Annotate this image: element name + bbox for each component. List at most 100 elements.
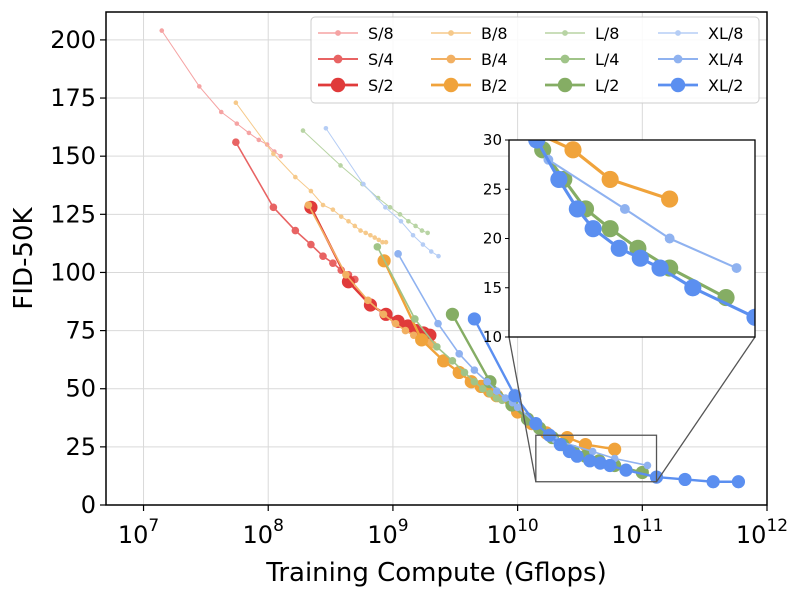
data-point: [394, 250, 402, 258]
data-point: [651, 259, 669, 277]
data-point: [406, 218, 411, 224]
legend-label: L/4: [595, 50, 619, 69]
zoom-connector: [655, 336, 756, 483]
data-point: [342, 270, 350, 279]
data-point: [233, 100, 239, 105]
data-point: [678, 472, 692, 487]
legend-label: B/4: [481, 50, 508, 69]
series-xl-8: [323, 125, 441, 259]
y-tick-label: 175: [50, 84, 96, 112]
data-point: [420, 242, 426, 247]
data-point: [492, 387, 501, 395]
legend-item: XL/4: [658, 50, 743, 69]
data-point: [338, 163, 343, 168]
data-point: [455, 350, 463, 358]
data-point: [588, 447, 597, 456]
legend-item: XL/2: [658, 76, 743, 95]
data-point: [470, 366, 479, 374]
data-point: [380, 239, 385, 245]
data-point: [372, 235, 378, 240]
data-point: [387, 205, 393, 210]
data-point: [564, 141, 582, 159]
legend-item: B/4: [431, 50, 508, 69]
data-point: [346, 218, 351, 224]
y-tick-label: 0: [81, 491, 96, 519]
legend: S/8 S/4 S/2 B/8 B/4 B/2 L/8 L/4 L/2 XL/8 XL/4 XL/2: [310, 16, 760, 104]
data-point: [661, 190, 679, 208]
legend-label: L/2: [595, 76, 619, 95]
data-point: [434, 319, 442, 328]
data-point: [401, 326, 410, 335]
data-point: [501, 394, 510, 402]
data-point: [358, 228, 363, 233]
legend-label: S/8: [368, 24, 394, 43]
data-point: [631, 249, 649, 267]
data-point: [278, 153, 284, 159]
data-point: [619, 204, 630, 214]
data-point: [361, 181, 366, 187]
data-point: [291, 226, 300, 235]
data-point: [529, 417, 543, 431]
data-point: [425, 230, 430, 236]
inset-y-tick-label: 15: [483, 279, 502, 297]
legend-marker: [330, 77, 346, 93]
legend-marker: [335, 30, 341, 36]
x-tick-label: 1012: [736, 516, 788, 549]
series-xl-2: [528, 140, 755, 326]
data-point: [568, 200, 586, 218]
data-point: [376, 237, 382, 243]
legend-marker: [670, 77, 686, 93]
x-axis-ticks: 107 108 109 1010 1011 1012: [118, 505, 788, 549]
data-point: [664, 233, 675, 244]
series-layer: [159, 28, 746, 489]
series-line: [325, 127, 439, 257]
legend-item: B/8: [431, 24, 508, 43]
y-tick-label: 25: [65, 433, 96, 461]
x-tick-label: 109: [367, 516, 408, 549]
x-tick-label: 1010: [487, 516, 539, 549]
data-point: [363, 230, 369, 236]
inset-background: [509, 140, 755, 337]
data-point: [397, 212, 403, 217]
data-point: [271, 151, 276, 157]
legend-label: S/4: [368, 50, 394, 69]
data-point: [410, 232, 416, 238]
y-tick-label: 100: [50, 258, 96, 286]
data-point: [483, 377, 491, 386]
data-point: [470, 377, 479, 386]
x-tick-label: 107: [118, 516, 159, 549]
inset-y-tick-label: 20: [483, 230, 502, 248]
series-line: [309, 206, 431, 337]
legend-marker: [446, 54, 456, 64]
data-point: [433, 343, 441, 351]
legend-label: L/8: [595, 24, 619, 43]
data-point: [746, 308, 755, 326]
data-point: [352, 223, 358, 229]
y-axis-label: FID-50K: [9, 206, 39, 309]
series-l-4: [373, 243, 506, 405]
data-point: [329, 259, 337, 267]
data-point: [234, 121, 240, 126]
data-point: [293, 174, 298, 180]
data-point: [319, 252, 327, 260]
data-point: [300, 128, 306, 133]
data-point: [419, 228, 425, 233]
legend-label: S/2: [368, 76, 394, 95]
data-point: [428, 249, 434, 254]
legend-item: L/2: [545, 76, 619, 95]
legend-label: B/8: [481, 24, 508, 43]
data-point: [684, 279, 702, 297]
data-point: [448, 357, 457, 365]
legend-label: B/2: [481, 76, 508, 95]
x-tick-label: 1011: [611, 516, 663, 549]
data-point: [601, 220, 619, 238]
data-point: [308, 188, 314, 194]
data-point: [330, 207, 336, 212]
y-axis-ticks: 0 25 50 75 100 125 150 175 200: [50, 26, 106, 519]
data-point: [731, 475, 746, 489]
inset-y-tick-label: 10: [483, 328, 502, 346]
series-line: [161, 30, 282, 157]
data-point: [486, 389, 494, 398]
y-tick-label: 150: [50, 142, 96, 170]
legend-item: S/2: [318, 76, 394, 95]
